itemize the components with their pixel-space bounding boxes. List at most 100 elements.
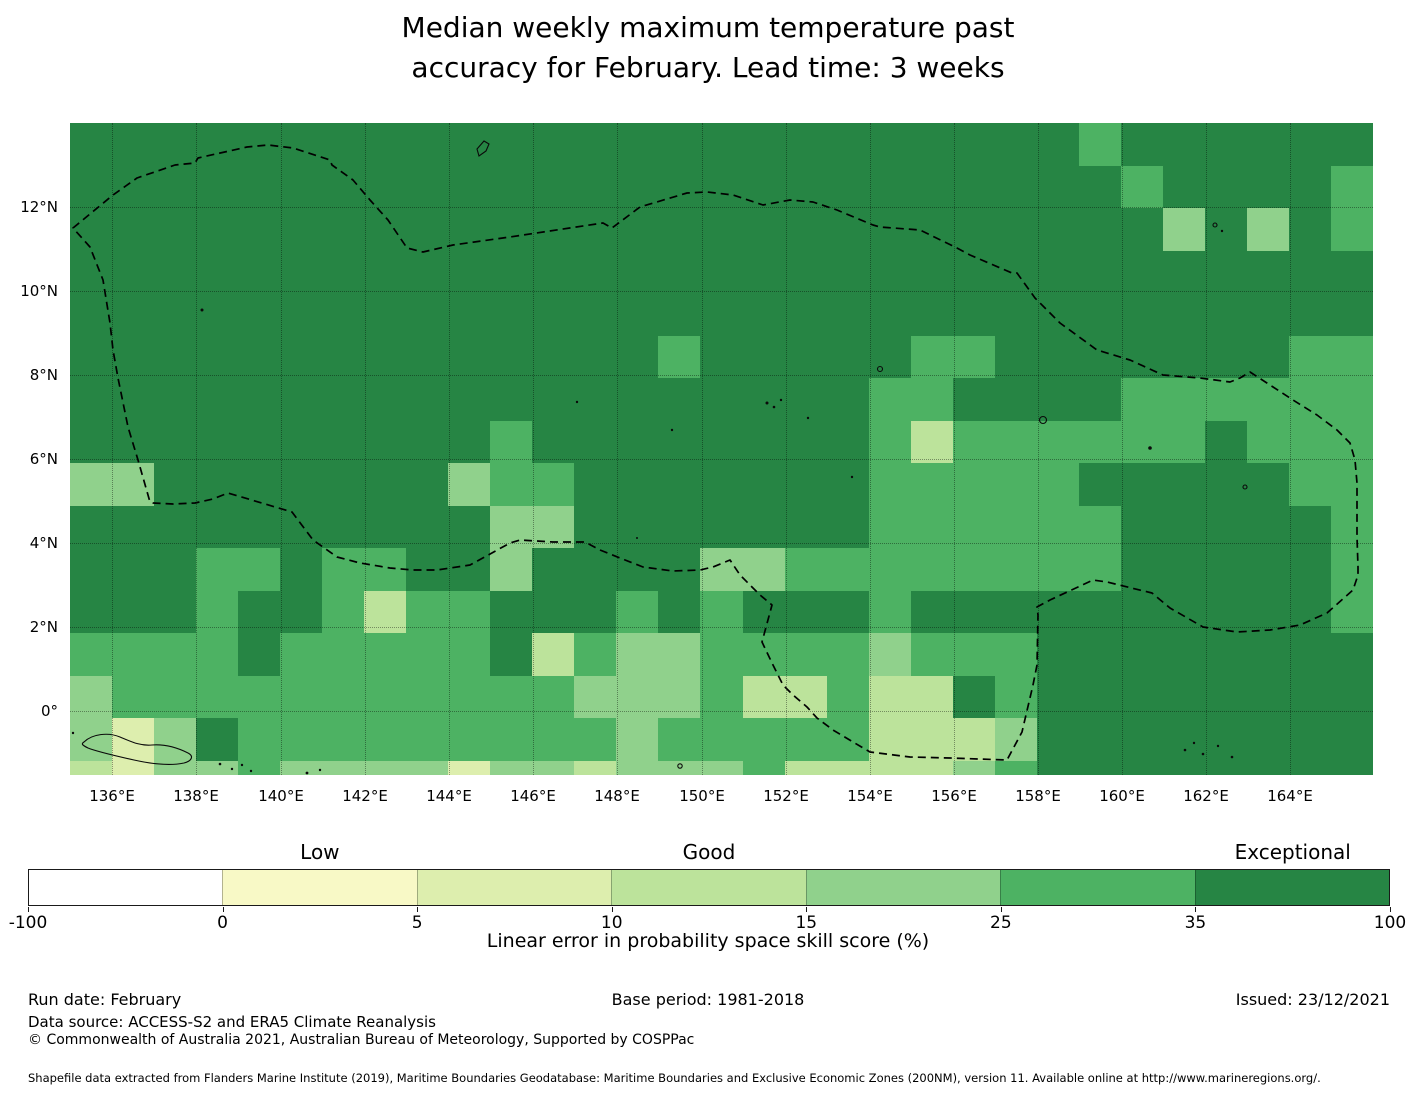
longitude-tick-label: 150°E [679, 787, 725, 805]
map-cell [112, 165, 155, 208]
map-cell [952, 760, 995, 775]
map-cell [1246, 463, 1289, 506]
map-cell [196, 293, 239, 336]
map-grid-row [70, 590, 1373, 633]
colorbar-tick [1000, 907, 1002, 912]
map-cell [322, 293, 365, 336]
map-cell [658, 505, 701, 548]
map-cell [826, 335, 869, 378]
map-cell [868, 548, 911, 591]
map-cell [532, 208, 575, 251]
map-cell [406, 505, 449, 548]
colorbar-tick-label: 25 [990, 913, 1012, 933]
map-cell [952, 208, 995, 251]
map-cell [280, 378, 323, 421]
map-cell [1204, 590, 1247, 633]
map-cell [826, 760, 869, 775]
map-cell [196, 505, 239, 548]
map-cell [238, 590, 281, 633]
map-cell [952, 633, 995, 676]
map-cell [70, 463, 113, 506]
map-cell [238, 718, 281, 761]
map-cell [616, 420, 659, 463]
map-cell [1078, 590, 1121, 633]
map-cell [1288, 250, 1331, 293]
map-cell [112, 208, 155, 251]
map-cell [784, 335, 827, 378]
map-cell [196, 633, 239, 676]
map-cell [280, 208, 323, 251]
map-cell [994, 590, 1037, 633]
colorbar-tick [1390, 907, 1391, 912]
map-cell [1330, 165, 1373, 208]
map-cell [1078, 378, 1121, 421]
map-cell [784, 123, 827, 166]
island-dot [876, 365, 884, 373]
island-dot [1201, 752, 1205, 756]
map-cell [322, 590, 365, 633]
map-cell [70, 760, 113, 775]
map-grid-row [70, 633, 1373, 676]
map-cell [1078, 208, 1121, 251]
map-cell [700, 505, 743, 548]
map-cell [154, 293, 197, 336]
map-cell [154, 165, 197, 208]
map-cell [406, 335, 449, 378]
map-cell [112, 505, 155, 548]
map-cell [280, 123, 323, 166]
map-cell [952, 335, 995, 378]
map-cell [742, 335, 785, 378]
map-cell [1288, 760, 1331, 775]
map-cell [868, 633, 911, 676]
map-cell [742, 463, 785, 506]
map-cell [532, 760, 575, 775]
map-cell [574, 123, 617, 166]
map-cell [574, 760, 617, 775]
map-cell [1162, 463, 1205, 506]
map-cell [322, 378, 365, 421]
eez-boundary-line [72, 144, 1359, 761]
island-dot [1230, 755, 1234, 759]
colorbar-segment [222, 870, 417, 905]
map-cell [616, 123, 659, 166]
map-cell [910, 123, 953, 166]
map-cell [238, 293, 281, 336]
map-grid [70, 123, 1373, 775]
map-cell [994, 548, 1037, 591]
map-cell [1036, 760, 1079, 775]
map-cell [1246, 675, 1289, 718]
map-cell [1246, 378, 1289, 421]
map-cell [280, 548, 323, 591]
map-cell [448, 165, 491, 208]
map-cell [1330, 378, 1373, 421]
map-cell [1120, 633, 1163, 676]
map-cell [868, 123, 911, 166]
map-cell [154, 675, 197, 718]
map-cell [322, 250, 365, 293]
map-cell [1162, 633, 1205, 676]
colorbar-category-label: Low [300, 840, 340, 864]
map-cell [322, 760, 365, 775]
map-cell [868, 590, 911, 633]
map-cell [826, 250, 869, 293]
map-cell [532, 463, 575, 506]
map-cell [1204, 208, 1247, 251]
map-cell [700, 675, 743, 718]
map-cell [238, 675, 281, 718]
map-cell [826, 293, 869, 336]
map-cell [910, 250, 953, 293]
island-dot [71, 731, 75, 735]
map-cell [1288, 165, 1331, 208]
map-cell [868, 760, 911, 775]
longitude-tick-label: 140°E [258, 787, 304, 805]
copyright-text: © Commonwealth of Australia 2021, Austra… [28, 1032, 695, 1048]
map-cell [742, 293, 785, 336]
map-cell [1330, 760, 1373, 775]
map-cell [616, 293, 659, 336]
colorbar-tick [1195, 907, 1197, 912]
map-cell [658, 378, 701, 421]
map-cell [1078, 335, 1121, 378]
map-cell [1204, 165, 1247, 208]
latitude-tick-label: 0° [40, 702, 58, 720]
map-cell [112, 293, 155, 336]
